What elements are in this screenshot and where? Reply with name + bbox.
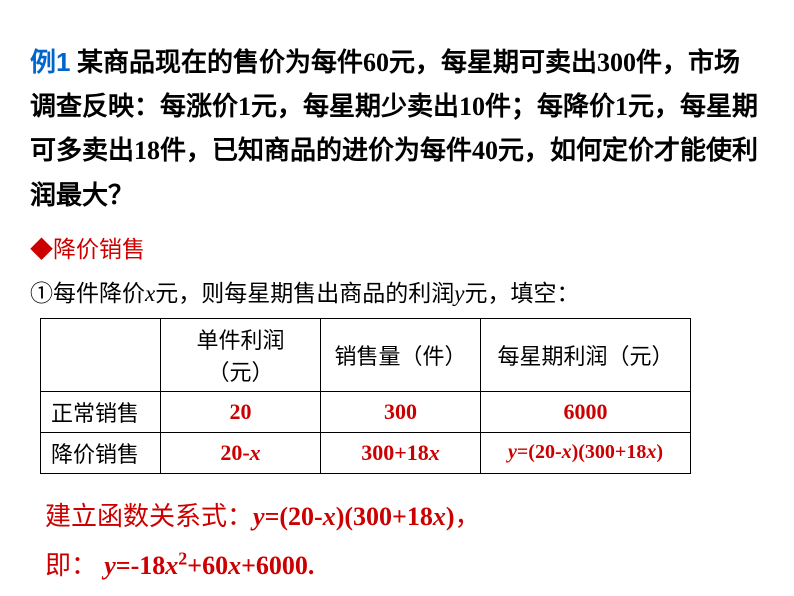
problem-num: 10: [459, 92, 485, 121]
formula-section: 建立函数关系式：y=(20-x)(300+18x)， 即： y=-18x2+60…: [45, 492, 764, 591]
table-cell: y=(20-x)(300+18x): [481, 432, 691, 473]
problem-num: 1: [615, 92, 628, 121]
problem-num: 40: [472, 136, 498, 165]
substep-part: ①每件降价: [30, 281, 145, 306]
table-header: 单件利润（元）: [161, 318, 321, 391]
formula-label: 建立函数关系式：: [45, 501, 253, 531]
table-header-row: 单件利润（元） 销售量（件） 每星期利润（元）: [41, 318, 691, 391]
row-label: 正常销售: [41, 391, 161, 432]
problem-part: 某商品现在的售价为每件: [77, 48, 363, 77]
problem-part: 元，每星期可卖出: [389, 48, 597, 77]
formula-label: 即：: [45, 550, 97, 580]
problem-num: 1: [238, 92, 251, 121]
example-label: 例1: [30, 47, 70, 77]
row-label: 降价销售: [41, 432, 161, 473]
table-cell: 300: [321, 391, 481, 432]
problem-statement: 例1 某商品现在的售价为每件60元，每星期可卖出300件，市场调查反映：每涨价1…: [30, 40, 764, 218]
substep-var: y: [454, 281, 464, 306]
section-header: ◆降价销售: [30, 230, 764, 264]
table-header: 每星期利润（元）: [481, 318, 691, 391]
table-row: 正常销售 20 300 6000: [41, 391, 691, 432]
profit-table: 单件利润（元） 销售量（件） 每星期利润（元） 正常销售 20 300 6000…: [40, 318, 691, 474]
formula-line-1: 建立函数关系式：y=(20-x)(300+18x)，: [45, 492, 764, 541]
substep-part: 元，则每星期售出商品的利润: [155, 281, 454, 306]
formula-line-2: 即： y=-18x2+60x+6000.: [45, 541, 764, 590]
problem-part: 元，每星期少卖出: [251, 92, 459, 121]
substep-text: ①每件降价x元，则每星期售出商品的利润y元，填空：: [30, 274, 764, 308]
substep-part: 元，填空：: [464, 281, 579, 306]
problem-num: 300: [597, 48, 636, 77]
table-cell: 6000: [481, 391, 691, 432]
problem-part: 件；每降价: [485, 92, 615, 121]
table-cell: 300+18x: [321, 432, 481, 473]
table-cell: 20-x: [161, 432, 321, 473]
problem-num: 60: [363, 48, 389, 77]
table-header: [41, 318, 161, 391]
table-header: 销售量（件）: [321, 318, 481, 391]
table-cell: 20: [161, 391, 321, 432]
problem-part: 件，已知商品的进价为每件: [160, 136, 472, 165]
table-row: 降价销售 20-x 300+18x y=(20-x)(300+18x): [41, 432, 691, 473]
substep-var: x: [145, 281, 155, 306]
problem-num: 18: [134, 136, 160, 165]
